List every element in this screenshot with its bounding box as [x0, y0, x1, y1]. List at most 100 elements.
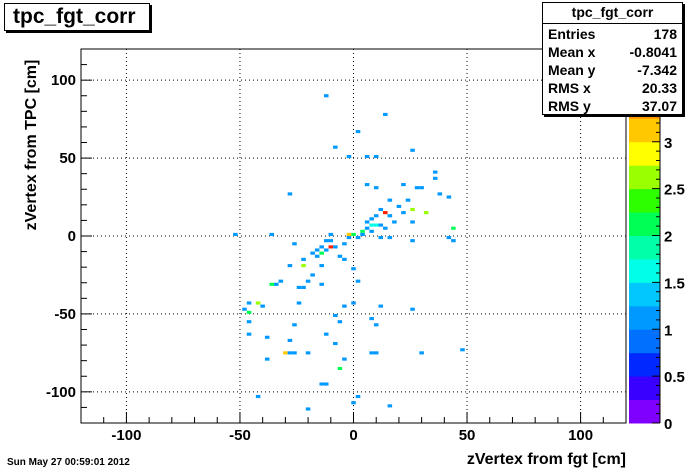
heatmap-bin [410, 239, 415, 243]
heatmap-bin [373, 186, 379, 190]
palette-swatch [629, 399, 660, 424]
heatmap-bin [287, 338, 293, 342]
heatmap-bin [351, 401, 356, 405]
heatmap-bin [346, 232, 352, 236]
heatmap-bin [383, 226, 388, 230]
palette-swatch [629, 305, 660, 330]
y-axis-title: zVertex from TPC [cm] [23, 59, 40, 231]
palette-swatch [629, 352, 660, 377]
y-tick-label: -100 [46, 384, 76, 401]
heatmap-bin [369, 317, 374, 321]
heatmap-bin [410, 220, 415, 224]
heatmap-bin [387, 214, 393, 218]
heatmap-bin [246, 301, 252, 305]
x-tick-label: 100 [568, 427, 593, 444]
heatmap-bin [274, 282, 279, 286]
heatmap-bin [351, 267, 356, 271]
axes: -100 -50 0 50 100 -100 -50 0 50 100 [46, 48, 627, 444]
heatmap-bin [337, 320, 343, 324]
stats-name: tpc_fgt_corr [543, 3, 682, 24]
heatmap-bin [414, 186, 420, 190]
heatmap-bin [305, 279, 311, 283]
palette-swatch [629, 235, 660, 260]
heatmap-bin [233, 232, 238, 236]
heatmap-bin [378, 304, 384, 308]
heatmap-bin [419, 186, 424, 190]
heatmap-bin [378, 207, 384, 212]
heatmap-bin [246, 320, 252, 324]
heatmap-bin [360, 229, 365, 233]
heatmap-bin [396, 204, 402, 208]
stats-row-entries: Entries 178 [543, 24, 682, 42]
palette-tick-label: 3 [664, 135, 672, 152]
heatmap-bin [255, 301, 261, 305]
heatmap-bin [446, 195, 452, 199]
heatmap-bin [255, 394, 261, 399]
palette-tick-label: 2 [664, 229, 672, 246]
heatmap-bin [378, 223, 384, 227]
heatmap-bin [278, 279, 284, 283]
stats-value: 178 [653, 26, 677, 42]
heatmap-bin [460, 348, 465, 352]
heatmap-bin [323, 248, 329, 252]
heatmap-bin [319, 282, 324, 286]
y-tick-label: -50 [54, 306, 76, 323]
heatmap-bin [346, 154, 352, 159]
heatmap-bin [246, 332, 252, 336]
heatmap-bin [451, 239, 456, 243]
stats-box: tpc_fgt_corr Entries 178 Mean x -0.8041 Me… [542, 2, 683, 115]
heatmap-bin [405, 198, 411, 202]
y-tick-label: 100 [51, 72, 76, 89]
heatmap-bin [432, 170, 438, 174]
palette-tick-label: 2.5 [664, 182, 685, 199]
heatmap-bin [328, 245, 334, 249]
heatmap-bin [287, 351, 293, 355]
heatmap-bin [446, 236, 452, 240]
heatmap-bin [401, 183, 406, 187]
stats-label: Mean y [548, 62, 596, 78]
heatmap-bin [319, 245, 324, 249]
heatmap-bin [369, 351, 374, 355]
heatmap-bin [351, 301, 356, 305]
heatmap-bin [369, 223, 374, 227]
heatmap-bin [314, 254, 320, 258]
heatmap-bin [323, 239, 329, 243]
heatmap-bin [333, 245, 338, 249]
palette-swatch [629, 258, 660, 283]
heatmap-bin [305, 351, 311, 355]
heatmap-bin [437, 192, 443, 196]
heatmap-bin [378, 236, 384, 240]
heatmap-bin [337, 366, 343, 371]
heatmap-bin [319, 382, 324, 386]
heatmap-bin [355, 279, 361, 283]
heatmap-bin [392, 220, 397, 224]
y-tick-label: 50 [59, 150, 76, 167]
heatmap-bin [387, 404, 393, 408]
heatmap-bin [419, 351, 424, 355]
heatmap-bin [323, 94, 329, 98]
palette-tick-label: 0 [664, 416, 672, 433]
stats-label: Mean x [548, 44, 596, 60]
heatmap-bin [269, 282, 275, 286]
heatmap-bin [292, 242, 297, 246]
heatmap-bin [401, 211, 406, 215]
heatmap-bin [342, 242, 347, 246]
timestamp: Sun May 27 00:59:01 2012 [7, 457, 130, 468]
stats-label: RMS y [548, 98, 591, 114]
heatmap-bin [423, 211, 429, 215]
x-axis-title: zVertex from fgt [cm] [466, 451, 626, 468]
palette-swatch [629, 376, 660, 401]
heatmap-bin [283, 351, 288, 355]
palette-swatch [629, 329, 660, 354]
heatmap-bin [310, 251, 315, 255]
heatmap-bin [246, 310, 252, 314]
heatmap-bin [337, 254, 343, 258]
heatmap-bin [287, 192, 293, 196]
heatmap-bin [410, 148, 415, 152]
bins [233, 94, 465, 411]
heatmap-bin [387, 236, 393, 240]
heatmap-bin [432, 176, 438, 180]
heatmap-bin [319, 264, 324, 268]
